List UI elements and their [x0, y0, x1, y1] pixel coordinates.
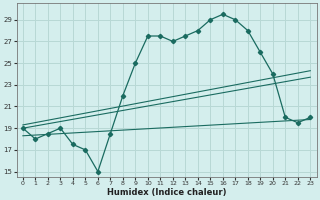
- X-axis label: Humidex (Indice chaleur): Humidex (Indice chaleur): [107, 188, 226, 197]
